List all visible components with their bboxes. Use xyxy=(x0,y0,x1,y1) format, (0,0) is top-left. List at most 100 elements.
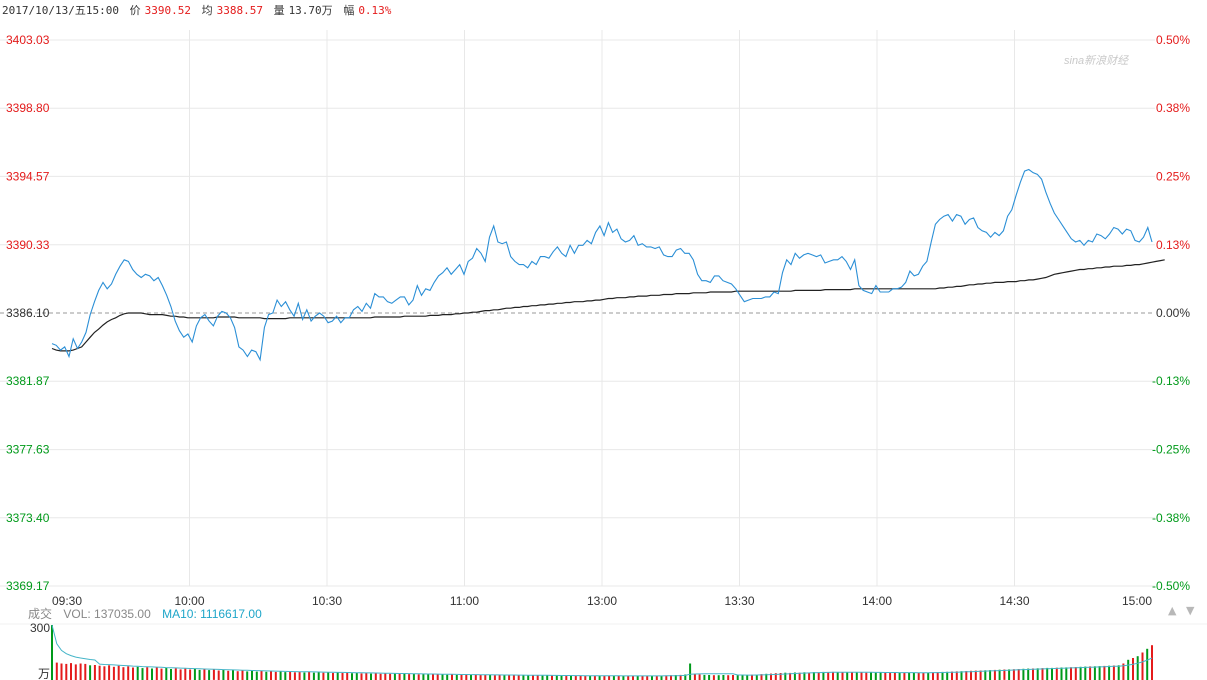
volume-bar xyxy=(955,671,958,680)
volume-bar xyxy=(617,676,620,680)
volume-bar xyxy=(522,675,525,680)
volume-bar xyxy=(232,670,234,680)
volume-bar xyxy=(117,665,120,680)
price-value: 3390.52 xyxy=(144,4,191,17)
volume-bar xyxy=(384,673,387,680)
volume-bar xyxy=(1098,666,1101,680)
volume-bar xyxy=(798,672,801,680)
volume-bar xyxy=(960,671,963,680)
volume-bar xyxy=(312,672,315,680)
volume-bar xyxy=(560,675,563,680)
volume-bar xyxy=(551,675,553,680)
volume-bar xyxy=(360,673,363,680)
volume-bar xyxy=(1027,668,1030,680)
volume-bar xyxy=(927,672,930,680)
volume-bar xyxy=(236,671,239,680)
volume-bar xyxy=(317,672,320,680)
volume-bar xyxy=(536,675,539,680)
volume-bar xyxy=(270,671,272,680)
volume-bar xyxy=(189,669,192,680)
volume-bar xyxy=(632,675,634,680)
volume-bar xyxy=(127,666,130,680)
volume-unit: 万 xyxy=(38,667,50,680)
avg-label: 均 xyxy=(201,4,213,17)
volume-bar xyxy=(698,674,701,680)
y-tick-right: 0.38% xyxy=(1156,101,1190,115)
volume-bar xyxy=(436,674,439,680)
volume-bar xyxy=(679,674,682,680)
volume-bar xyxy=(598,676,601,680)
volume-bar xyxy=(98,665,101,680)
volume-bar xyxy=(341,673,344,680)
volume-bar xyxy=(246,671,249,680)
volume-bar xyxy=(1022,668,1025,680)
price-line xyxy=(51,168,1153,362)
volume-bar xyxy=(874,672,877,680)
volume-bar xyxy=(198,669,201,680)
volume-bar xyxy=(846,672,849,680)
header-datetime: 2017/10/13/五15:00 xyxy=(2,4,119,17)
volume-bar xyxy=(170,669,172,680)
volume-bar xyxy=(179,669,182,680)
y-tick-left: 3390.33 xyxy=(6,238,50,252)
price-label: 价 xyxy=(129,4,141,17)
scroll-down-icon[interactable]: ▼ xyxy=(1185,604,1195,617)
volume-bar xyxy=(860,672,863,680)
volume-bar xyxy=(1070,667,1072,680)
y-tick-right: 0.13% xyxy=(1156,238,1190,252)
volume-bar xyxy=(346,672,349,680)
volume-bar xyxy=(898,672,901,680)
volume-bar xyxy=(970,670,972,680)
volume-bar xyxy=(636,676,639,680)
scroll-up-icon[interactable]: ▲ xyxy=(1168,604,1177,617)
volume-bar xyxy=(1051,667,1053,680)
y-tick-right: 0.50% xyxy=(1156,33,1190,47)
y-tick-left: 3398.80 xyxy=(6,101,50,115)
volume-bar xyxy=(260,671,263,680)
volume-bar xyxy=(274,671,277,680)
x-tick-label: 10:00 xyxy=(174,594,204,608)
volume-bar xyxy=(755,674,758,680)
volume-bar xyxy=(1084,666,1087,680)
x-tick-label: 15:00 xyxy=(1122,594,1152,608)
volume-bar xyxy=(289,671,292,680)
volume-bar xyxy=(922,672,925,680)
ma10-readout: MA10: 1116617.00 xyxy=(162,607,262,621)
volume-bar xyxy=(403,673,406,680)
avg-value: 3388.57 xyxy=(216,4,263,17)
volume-bar xyxy=(884,672,887,680)
volume-bar xyxy=(1032,668,1034,680)
y-tick-right: -0.13% xyxy=(1152,374,1190,388)
volume-bar xyxy=(70,663,72,680)
volume-bar xyxy=(370,673,372,680)
volume-bar xyxy=(1117,665,1120,680)
volume-bar xyxy=(965,671,968,680)
volume-bar xyxy=(308,671,311,680)
volume-bar xyxy=(165,667,168,680)
volume-bar xyxy=(393,673,396,680)
volume-bar xyxy=(136,666,139,680)
volume-bar xyxy=(793,672,796,680)
volume-bar xyxy=(222,669,225,680)
volume-bar xyxy=(155,667,158,680)
volume-bar xyxy=(484,675,487,680)
volume-bar xyxy=(489,674,492,680)
volume-bar xyxy=(1122,663,1125,680)
volume-bar xyxy=(1112,665,1115,680)
volume-bar xyxy=(1065,667,1068,680)
volume-bar xyxy=(732,675,734,680)
volume-bar xyxy=(251,670,253,680)
volume-bar xyxy=(584,675,587,680)
volume-bar xyxy=(412,674,415,680)
volume-bar xyxy=(1036,668,1039,680)
volume-bar xyxy=(1093,666,1096,680)
volume-bar xyxy=(784,672,787,680)
volume-bar xyxy=(603,675,606,680)
volume-bar xyxy=(565,675,568,680)
y-tick-left: 3369.17 xyxy=(6,579,50,593)
volume-bar xyxy=(746,674,749,680)
volume-bar xyxy=(641,675,644,680)
volume-bar xyxy=(74,664,77,680)
volume-bar xyxy=(122,667,125,680)
